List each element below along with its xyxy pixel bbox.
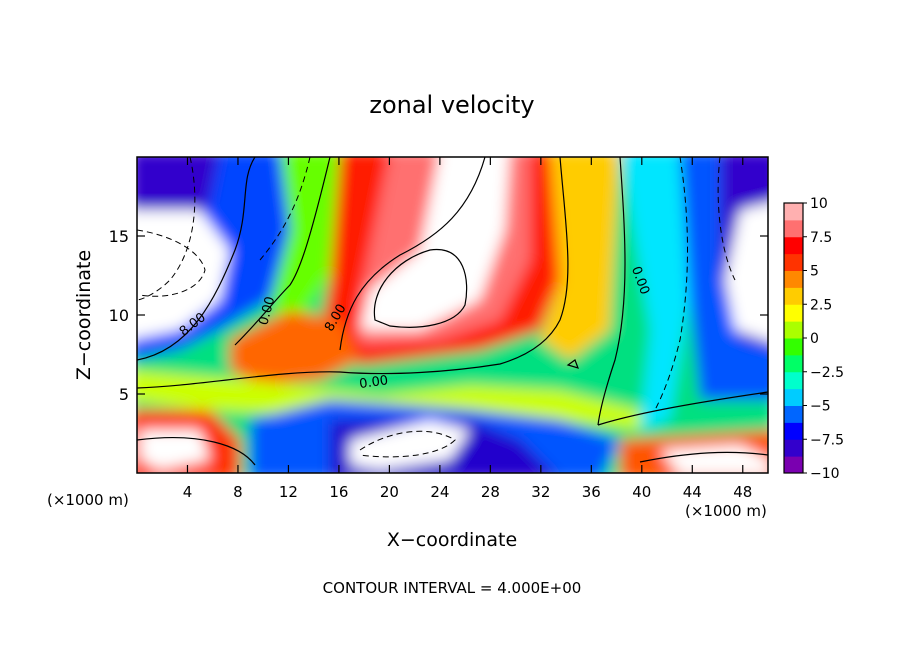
x-tick-label: 36: [582, 483, 601, 501]
colorbar-tick-label: 5: [810, 264, 819, 280]
x-tick-marks: 4 8 12 16 20 24 28 32 36 40 44 48: [183, 157, 752, 501]
x-tick-label: 32: [531, 483, 550, 501]
contour-label: 0.00: [358, 373, 389, 392]
colorbar-cell: [784, 253, 803, 271]
colorbar-tick-label: 2.5: [810, 297, 832, 313]
colorbar-tick-label: −10: [810, 466, 840, 482]
colorbar: 10 7.5 5 2.5 0 −2.5 −5 −7.5 −10: [783, 196, 844, 482]
colorbar-cell: [784, 456, 803, 474]
colorbar-cell: [784, 371, 803, 390]
y-axis-label: Z−coordinate: [73, 250, 95, 380]
chart-title: zonal velocity: [369, 91, 534, 119]
y-tick-label: 5: [119, 385, 129, 404]
colorbar-ticks: 10 7.5 5 2.5 0 −2.5 −5 −7.5 −10: [803, 196, 844, 482]
colorbar-tick-label: 0: [810, 331, 819, 347]
contour-label: 0.00: [256, 295, 278, 327]
x-tick-label: 12: [279, 483, 298, 501]
colorbar-cell: [784, 439, 803, 457]
colorbar-cell: [784, 270, 803, 288]
x-tick-label: 28: [481, 483, 500, 501]
colorbar-cell: [784, 236, 803, 255]
colorbar-tick-label: −2.5: [810, 365, 844, 381]
colorbar-tick-label: −7.5: [810, 432, 844, 448]
colorbar-tick-label: 7.5: [810, 230, 832, 246]
y-tick-label: 10: [109, 306, 129, 325]
colorbar-cell: [784, 219, 803, 238]
x-unit-right: (×1000 m): [685, 502, 767, 520]
colorbar-tick-label: −5: [810, 399, 831, 415]
x-unit-left: (×1000 m): [47, 491, 129, 509]
colorbar-cell: [784, 422, 803, 440]
x-tick-label: 4: [183, 483, 193, 501]
colorbar-cell: [784, 203, 803, 221]
contour-lines: [137, 157, 768, 466]
colorbar-tick-label: 10: [810, 196, 828, 212]
x-axis-label: X−coordinate: [387, 529, 517, 551]
x-tick-label: 24: [430, 483, 449, 501]
colorbar-cell: [784, 405, 803, 423]
colorbar-cell: [784, 304, 803, 322]
velocity-field: [137, 157, 768, 473]
x-tick-label: 48: [733, 483, 752, 501]
colorbar-cell: [784, 354, 803, 373]
y-tick-marks: 5 10 15: [109, 227, 768, 404]
colorbar-cells: [784, 203, 803, 474]
colorbar-cell: [784, 287, 803, 305]
colorbar-cell: [784, 338, 803, 356]
x-tick-label: 8: [233, 483, 243, 501]
contour-interval-footer: CONTOUR INTERVAL = 4.000E+00: [323, 579, 582, 597]
x-tick-label: 20: [380, 483, 399, 501]
colorbar-cell: [784, 388, 803, 406]
colorbar-cell: [784, 321, 803, 339]
x-tick-label: 40: [632, 483, 651, 501]
x-tick-label: 16: [329, 483, 348, 501]
x-tick-label: 44: [683, 483, 702, 501]
y-tick-label: 15: [109, 227, 129, 246]
contour-lines-negative: [137, 157, 736, 458]
